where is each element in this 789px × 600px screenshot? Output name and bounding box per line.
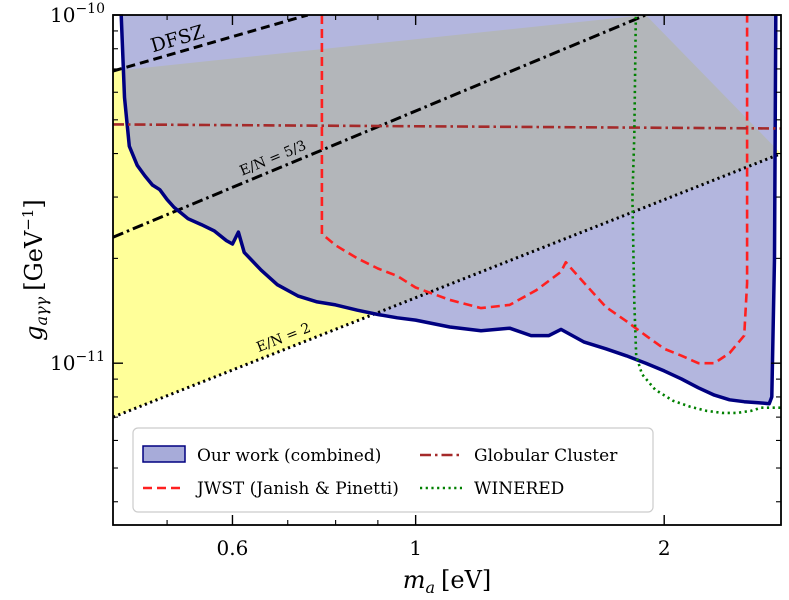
x-tick-label-2: 2 — [658, 536, 671, 560]
legend: Our work (combined) Globular Cluster JWST … — [132, 427, 654, 513]
series-line-2 — [113, 123, 781, 130]
x-tick-label-0: 0.6 — [217, 536, 249, 560]
legend-label-0: Our work (combined) — [197, 446, 381, 466]
axes-frame — [112, 14, 782, 526]
legend-box — [132, 427, 654, 513]
legend-label-1: Globular Cluster — [474, 446, 618, 466]
axes: 0.6 1 2 10−11 10−10 — [50, 1, 782, 560]
x-axis-title: ma [eV] — [403, 566, 492, 597]
reference-line-0 — [113, 15, 309, 73]
y-tick-label-1: 10−10 — [50, 1, 105, 27]
legend-label-2: JWST (Janish & Pinetti) — [195, 479, 399, 499]
series-line-1 — [320, 15, 749, 365]
y-axis-title: gaγγ[GeV−1] — [19, 199, 51, 341]
series-line-0 — [119, 15, 778, 406]
series-line-3 — [631, 15, 781, 415]
x-tick-label-1: 1 — [409, 536, 422, 560]
legend-label-3: WINERED — [474, 479, 564, 499]
legend-swatch-0 — [142, 445, 186, 463]
y-tick-label-0: 10−11 — [50, 349, 105, 375]
our-work-fill — [121, 15, 776, 404]
plot-area — [113, 15, 781, 419]
